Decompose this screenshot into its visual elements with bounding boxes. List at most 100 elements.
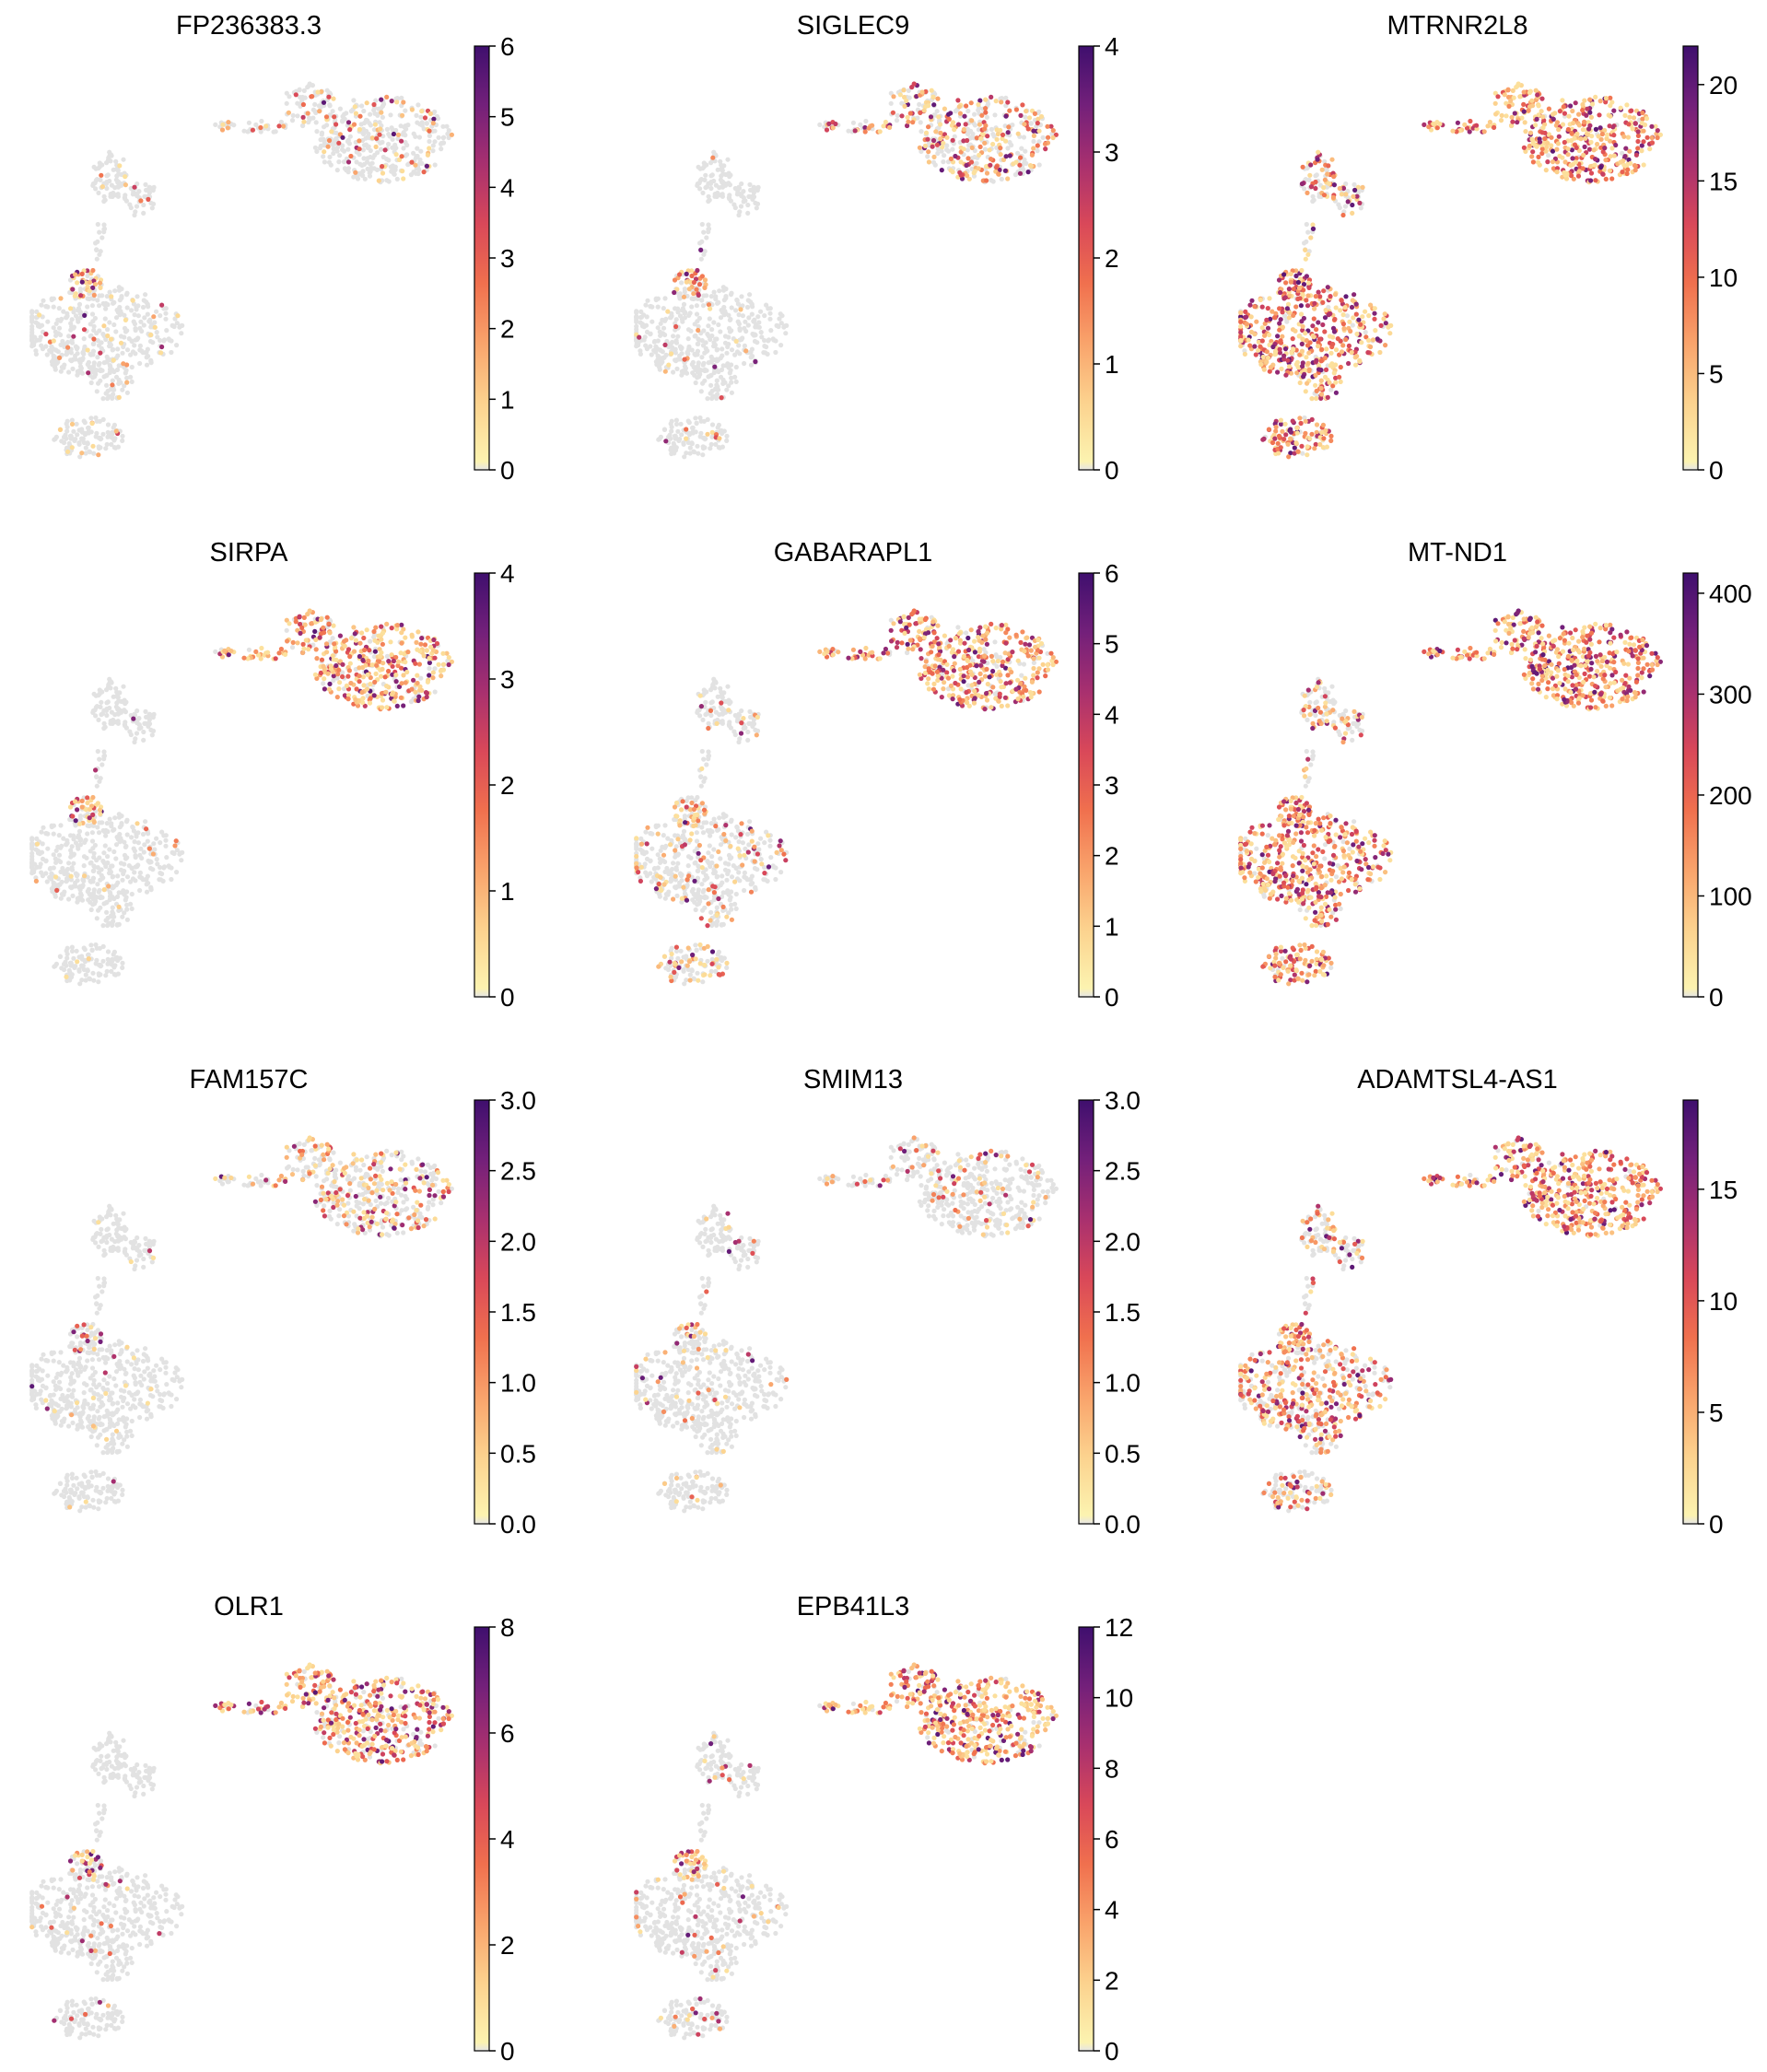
cell-point (1618, 105, 1623, 111)
cell-point (45, 319, 51, 324)
cell-point (1508, 98, 1514, 103)
cell-point (705, 416, 710, 422)
cell-point (675, 428, 681, 434)
cell-point (140, 350, 146, 356)
cell-point (1635, 138, 1641, 145)
cell-point (399, 138, 404, 144)
cell-point (289, 645, 296, 650)
cell-point (380, 114, 385, 120)
cell-point (713, 441, 719, 447)
cell-point (107, 344, 112, 349)
cell-point (1308, 184, 1314, 190)
cell-point (926, 159, 932, 165)
cell-point (144, 826, 149, 832)
cell-point (76, 828, 83, 835)
cell-point (724, 387, 730, 392)
cell-point (922, 143, 929, 148)
cell-point (1307, 436, 1313, 441)
cell-point (942, 106, 947, 111)
cell-point (43, 859, 49, 864)
cell-point (904, 98, 909, 103)
cell-point (425, 152, 430, 158)
cell-point (1620, 170, 1625, 175)
cell-point (826, 121, 832, 126)
cell-point (1303, 389, 1308, 394)
cell-point (1353, 301, 1359, 307)
cell-point (894, 118, 900, 123)
cell-point (143, 819, 148, 825)
cell-point (347, 661, 353, 666)
cell-point (1316, 149, 1321, 155)
cell-point (1574, 145, 1579, 150)
cell-point (1537, 139, 1543, 145)
cell-point (76, 833, 81, 838)
colorbar-tick-label: 2 (1105, 244, 1119, 273)
cell-point (65, 449, 71, 454)
cell-point (424, 163, 429, 169)
cell-point (706, 193, 711, 199)
cell-point (99, 436, 104, 441)
cell-point (767, 316, 773, 322)
cell-point (129, 835, 135, 840)
cell-point (263, 123, 269, 129)
cell-point (1632, 168, 1638, 173)
cell-point (1560, 98, 1565, 103)
cell-point (111, 849, 117, 855)
cell-point (685, 418, 691, 424)
cell-point (1021, 135, 1026, 140)
cell-point (1333, 305, 1339, 310)
cell-point (1321, 436, 1327, 441)
cell-point (1530, 149, 1536, 155)
cell-point (672, 451, 677, 456)
cell-point (1586, 126, 1592, 132)
cell-point (708, 294, 714, 299)
cell-point (321, 625, 326, 630)
cell-point (324, 650, 330, 655)
cell-point (1306, 285, 1312, 290)
cell-point (753, 200, 758, 205)
cell-point (103, 833, 109, 838)
cell-point (345, 159, 352, 165)
panel-title: SIRPA (210, 538, 289, 568)
cell-point (708, 382, 714, 388)
cell-point (1320, 422, 1326, 427)
cell-point (1311, 334, 1316, 340)
cell-point (132, 870, 137, 875)
cell-point (938, 122, 943, 127)
cell-point (340, 661, 345, 667)
cell-point (1349, 304, 1355, 310)
cell-point (1628, 160, 1633, 166)
cell-point (334, 649, 339, 654)
cell-point (1320, 299, 1326, 305)
cell-point (93, 186, 99, 192)
cell-point (99, 762, 105, 767)
cell-point (1589, 134, 1595, 139)
cell-point (733, 379, 739, 384)
cell-point (52, 354, 57, 360)
cell-point (705, 431, 710, 437)
cell-point (436, 661, 441, 667)
cell-point (98, 367, 103, 372)
cell-point (64, 436, 69, 441)
cell-point (1023, 114, 1028, 120)
cell-point (687, 445, 693, 451)
cell-point (1571, 120, 1576, 126)
cell-point (368, 696, 373, 701)
cell-point (1253, 352, 1258, 357)
cell-point (938, 135, 943, 142)
cell-point (727, 329, 733, 334)
cell-point (1535, 92, 1540, 98)
cell-point (738, 307, 743, 312)
cell-point (732, 374, 738, 380)
cell-point (1352, 292, 1357, 298)
cell-point (327, 681, 333, 687)
cell-point (1009, 142, 1014, 148)
cell-point (107, 816, 112, 822)
cell-point (1299, 348, 1305, 354)
cell-point (1568, 103, 1574, 109)
cell-point (729, 305, 734, 310)
cell-point (675, 334, 681, 339)
cell-point (1299, 181, 1305, 187)
cell-point (895, 112, 900, 118)
cell-point (1437, 121, 1443, 127)
